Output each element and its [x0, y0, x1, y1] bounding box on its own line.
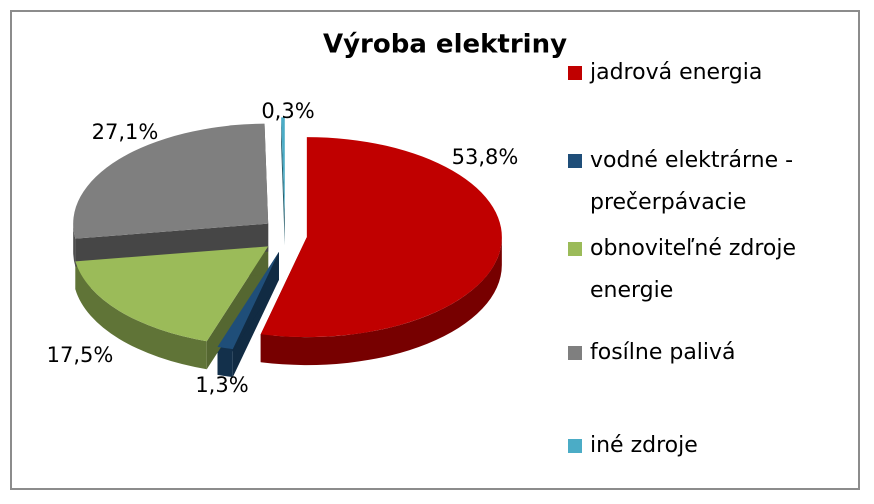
legend-swatch — [568, 346, 582, 360]
slice — [73, 123, 269, 239]
slice-side — [260, 237, 502, 366]
slice — [260, 137, 502, 338]
legend-item: obnoviteľné zdroje energie — [568, 228, 860, 312]
legend-swatch — [568, 242, 582, 256]
slice-wall — [75, 223, 269, 267]
slice — [281, 117, 285, 218]
legend-swatch — [568, 154, 582, 168]
slice-side — [73, 223, 76, 267]
chart-frame — [10, 10, 860, 490]
slice — [75, 246, 269, 342]
data-label: 53,8% — [452, 145, 519, 169]
legend-swatch — [568, 439, 582, 453]
data-label: 27,1% — [92, 120, 159, 144]
legend-label: iné zdroje — [590, 433, 698, 458]
data-label: 1,3% — [195, 373, 248, 397]
slice — [217, 251, 279, 350]
legend-label: vodné elektrárne - prečerpávacie — [590, 148, 794, 215]
slice-side — [75, 261, 207, 370]
legend-label: jadrová energia — [590, 60, 763, 85]
legend-item: iné zdroje — [568, 425, 860, 467]
slice-wall — [206, 246, 269, 370]
legend-item: fosílne palivá — [568, 332, 860, 374]
legend-item: vodné elektrárne - prečerpávacie — [568, 140, 860, 224]
legend-swatch — [568, 66, 582, 80]
data-label: 17,5% — [47, 343, 114, 367]
legend-label: obnoviteľné zdroje energie — [590, 236, 797, 303]
slice-side — [217, 346, 233, 378]
legend-label: fosílne palivá — [590, 340, 736, 365]
data-label: 0,3% — [261, 99, 314, 123]
legend-item: jadrová energia — [568, 52, 860, 94]
slice-wall — [281, 117, 285, 246]
chart-title: Výroba elektriny — [323, 30, 567, 60]
